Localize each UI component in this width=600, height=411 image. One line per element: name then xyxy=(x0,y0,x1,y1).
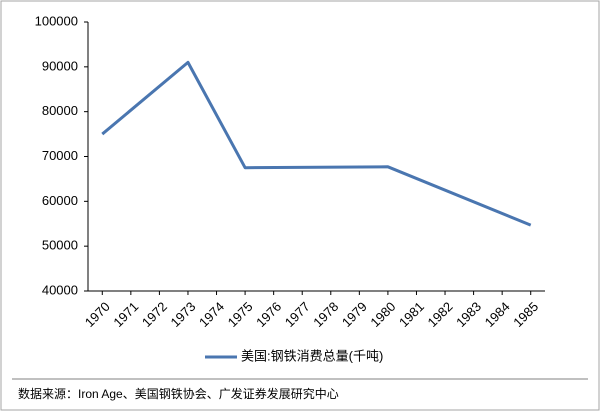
y-tick-label: 40000 xyxy=(42,282,78,297)
y-tick-label: 80000 xyxy=(42,103,78,118)
x-tick-label: 1970 xyxy=(82,299,113,330)
y-tick-label: 50000 xyxy=(42,238,78,253)
x-tick-label: 1984 xyxy=(482,299,513,330)
x-tick-label: 1972 xyxy=(139,299,170,330)
y-tick-label: 60000 xyxy=(42,193,78,208)
x-tick-label: 1983 xyxy=(453,299,484,330)
x-tick-label: 1973 xyxy=(167,299,198,330)
x-tick-label: 1982 xyxy=(425,299,456,330)
x-tick-label: 1977 xyxy=(282,299,313,330)
data-line xyxy=(101,60,532,227)
x-tick-label: 1971 xyxy=(110,299,141,330)
y-tick-label: 90000 xyxy=(42,58,78,73)
x-tick-label: 1978 xyxy=(310,299,341,330)
x-tick-label: 1979 xyxy=(339,299,370,330)
x-tick-label: 1980 xyxy=(367,299,398,330)
source-note: 数据来源：Iron Age、美国钢铁协会、广发证券发展研究中心 xyxy=(18,386,339,401)
x-tick-label: 1976 xyxy=(253,299,284,330)
legend-label: 美国:钢铁消费总量(千吨) xyxy=(241,348,383,363)
x-tick-label: 1975 xyxy=(225,299,256,330)
y-tick-label: 100000 xyxy=(35,13,78,28)
x-tick-label: 1974 xyxy=(196,299,227,330)
x-tick-label: 1985 xyxy=(510,299,541,330)
y-tick-label: 70000 xyxy=(42,148,78,163)
x-tick-label: 1981 xyxy=(396,299,427,330)
